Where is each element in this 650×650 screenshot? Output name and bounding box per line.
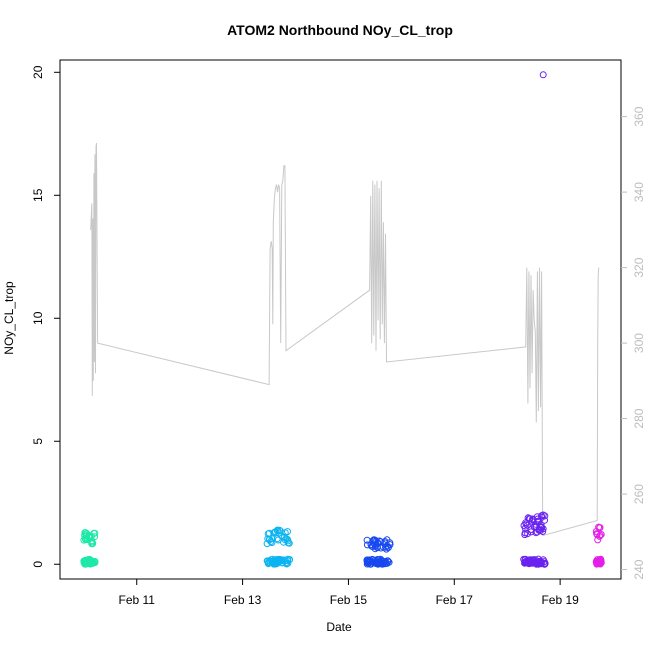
data-point [282,535,290,543]
data-point [537,523,545,531]
right-y-tick-label: 360 [632,106,646,126]
points-layer [80,71,605,568]
y-axis-label: NOy_CL_trop [2,281,16,355]
data-point [80,536,88,544]
data-point [363,560,371,568]
data-point [595,559,603,567]
data-point [383,559,391,567]
data-point [370,536,378,544]
outlier-point [539,71,547,79]
data-point [597,531,605,538]
data-point [521,524,529,532]
y-tick-label: 15 [31,188,45,202]
right-y-tick-label: 300 [632,333,646,353]
data-point [369,543,377,550]
x-tick-label: Feb 17 [436,593,474,607]
data-point [381,539,389,547]
data-point [285,539,293,547]
y-tick-label: 5 [31,438,45,445]
plot-frame [59,59,622,580]
x-axis: Feb 11 Feb 13 Feb 15 Feb 17 Feb 19 [119,579,579,607]
data-point [284,528,291,536]
data-point [272,528,279,536]
right-y-tick-label: 320 [632,257,646,277]
data-point [265,557,273,565]
data-point [541,560,549,567]
x-axis-label: Date [326,620,352,634]
y-tick-label: 20 [31,65,45,79]
data-point [275,556,283,564]
data-point [525,515,533,522]
right-y-tick-label: 340 [632,182,646,202]
data-point [266,536,273,544]
data-point [524,514,532,522]
data-point [81,535,89,543]
data-point [270,529,278,537]
data-point [530,557,538,565]
data-point [281,536,289,544]
data-point [537,560,545,568]
x-tick-label: Feb 11 [119,593,156,607]
data-point [277,557,285,565]
data-point [385,543,392,551]
data-point [592,558,600,566]
y-axis-left: 0 5 10 15 20 [31,65,60,568]
data-point [592,528,600,535]
data-point [86,534,94,542]
data-point [532,560,540,568]
line-series-layer [90,142,600,537]
data-point [367,541,375,549]
chart-title: ATOM2 Northbound NOy_CL_trop [227,22,453,38]
right-y-tick-label: 280 [632,408,646,428]
y-tick-label: 10 [31,311,45,325]
data-point [523,559,531,567]
right-y-tick-label: 240 [632,559,646,579]
line-series [90,142,600,537]
right-y-tick-label: 260 [632,484,646,504]
y-axis-right: 240 260 280 300 320 340 360 [621,106,646,580]
data-point [276,527,284,535]
outlier-point [539,511,547,519]
data-point [522,520,530,528]
data-point [368,555,376,563]
data-point [85,557,93,565]
data-point [537,526,545,534]
y-tick-label: 0 [31,561,45,568]
data-point [596,524,604,532]
data-point [379,560,386,568]
data-point [88,532,95,540]
x-tick-label: Feb 15 [330,593,368,607]
x-tick-label: Feb 13 [224,593,262,607]
data-point [594,536,602,544]
x-tick-label: Feb 19 [541,593,579,607]
